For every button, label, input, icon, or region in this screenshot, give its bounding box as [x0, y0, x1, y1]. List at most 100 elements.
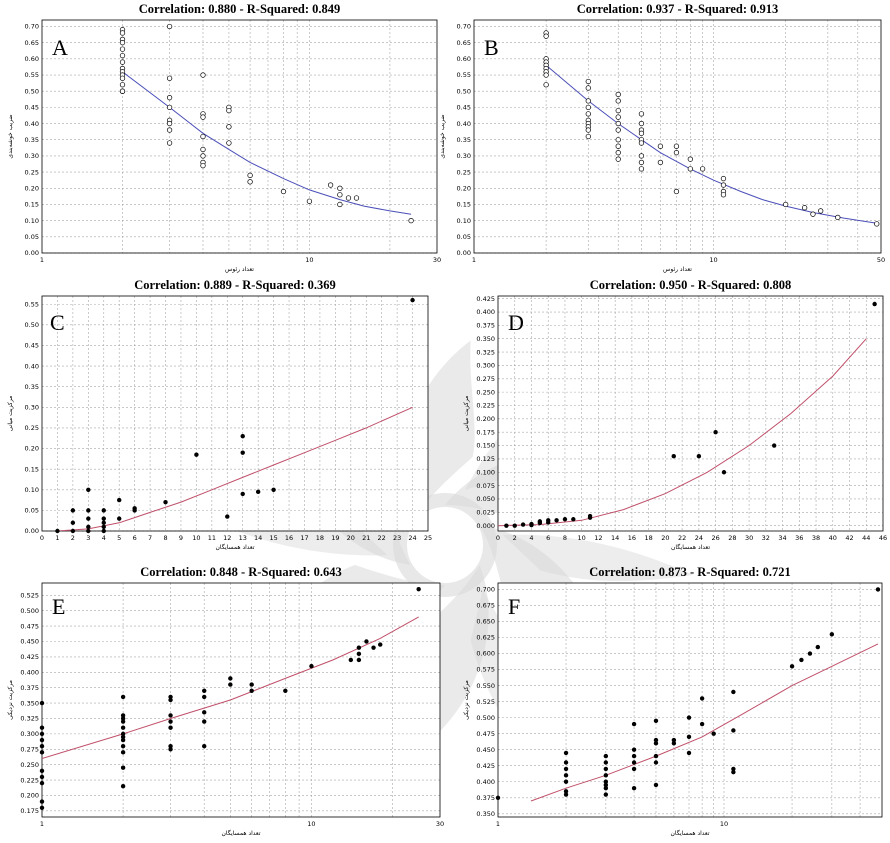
y-tick-label: 0.575	[476, 666, 495, 674]
data-point	[306, 198, 313, 204]
y-tick-label: 0.45	[25, 104, 39, 112]
data-point	[671, 741, 677, 746]
y-tick-label: 0.30	[25, 404, 39, 412]
plot-area	[42, 20, 437, 253]
data-point	[771, 443, 777, 448]
x-tick-label: 40	[829, 534, 837, 542]
panel-letter: F	[508, 594, 520, 619]
x-axis-label: تعداد همسایگان	[222, 829, 261, 837]
data-point	[120, 725, 126, 730]
data-point	[120, 784, 126, 789]
data-point	[699, 721, 705, 727]
y-tick-label: 0.25	[25, 424, 39, 432]
y-tick-label: 0.250	[20, 761, 39, 769]
plot-frame	[497, 295, 884, 532]
data-point	[810, 211, 816, 217]
data-point	[200, 72, 206, 78]
chart-title: Correlation: 0.880 - R-Squared: 0.849	[139, 2, 341, 16]
data-point	[39, 805, 45, 810]
x-tick-label: 8	[563, 534, 567, 542]
plot-frame	[41, 19, 438, 254]
data-point	[563, 779, 569, 784]
y-tick-label: 0.70	[457, 23, 471, 31]
y-tick-label: 0.20	[25, 184, 39, 192]
data-point	[119, 46, 126, 52]
data-point	[240, 491, 245, 497]
data-point	[603, 766, 609, 772]
y-tick-label: 0.25	[25, 168, 39, 176]
data-point	[101, 528, 106, 534]
y-tick-label: 0.50	[457, 87, 471, 95]
data-point	[120, 731, 126, 737]
data-point	[119, 59, 126, 65]
data-point	[615, 98, 621, 104]
y-tick-label: 0.100	[476, 468, 495, 476]
y-tick-label: 0.525	[476, 698, 495, 706]
data-point	[70, 508, 76, 513]
data-point	[39, 750, 45, 755]
x-tick-label: 6	[546, 534, 550, 542]
data-point	[829, 632, 835, 637]
data-point	[120, 694, 126, 700]
data-point	[168, 713, 173, 718]
x-tick-label: 8	[163, 534, 167, 542]
y-tick-label: 0.400	[476, 308, 495, 316]
data-point	[119, 75, 126, 81]
data-point	[356, 645, 362, 650]
data-point	[799, 657, 804, 663]
data-point	[101, 524, 106, 530]
data-point	[168, 747, 173, 752]
data-point	[603, 760, 609, 765]
x-tick-label: 14	[254, 534, 262, 542]
data-point	[226, 107, 232, 114]
data-point	[731, 728, 736, 733]
data-point	[603, 785, 609, 791]
data-point	[166, 75, 173, 81]
plot-area	[498, 583, 882, 817]
data-point	[200, 146, 206, 153]
data-point	[39, 743, 45, 749]
x-tick-label: 10	[720, 820, 728, 828]
grid-lines	[474, 20, 881, 254]
x-tick-label: 12	[223, 534, 231, 542]
data-point	[731, 769, 736, 775]
data-point	[720, 182, 727, 188]
data-point	[166, 127, 173, 133]
y-tick-label: 0.175	[476, 428, 495, 436]
x-tick-label: 1	[40, 256, 44, 264]
data-point	[874, 221, 880, 227]
watermark-petal	[502, 534, 694, 582]
data-point	[631, 785, 637, 791]
data-point	[720, 175, 727, 182]
data-point	[731, 689, 736, 695]
data-point	[163, 499, 168, 505]
data-point	[249, 682, 254, 687]
y-tick-label: 0.55	[25, 71, 39, 79]
data-point	[603, 782, 609, 788]
y-tick-label: 0.300	[20, 730, 39, 738]
data-point	[410, 297, 415, 303]
grid-lines	[498, 583, 882, 817]
x-tick-label: 32	[762, 534, 770, 542]
plot-area	[498, 296, 883, 531]
data-point	[563, 766, 569, 772]
data-point	[872, 301, 877, 307]
data-point	[875, 587, 881, 592]
data-point	[39, 700, 45, 706]
data-point	[587, 515, 593, 520]
data-point	[309, 663, 314, 669]
y-tick-label: 0.475	[20, 622, 39, 630]
data-point	[119, 88, 126, 94]
data-point	[520, 522, 526, 527]
data-point	[783, 201, 789, 208]
x-axis-label: تعداد رئوس	[225, 266, 254, 273]
data-point	[86, 516, 91, 521]
chart-title: Correlation: 0.889 - R-Squared: 0.369	[134, 278, 336, 292]
y-tick-label: 0.00	[25, 249, 39, 257]
data-point	[512, 523, 517, 528]
x-tick-label: 1	[55, 534, 59, 542]
data-point	[228, 676, 233, 681]
data-point	[119, 30, 126, 36]
data-point	[585, 104, 591, 111]
data-point	[638, 166, 645, 172]
